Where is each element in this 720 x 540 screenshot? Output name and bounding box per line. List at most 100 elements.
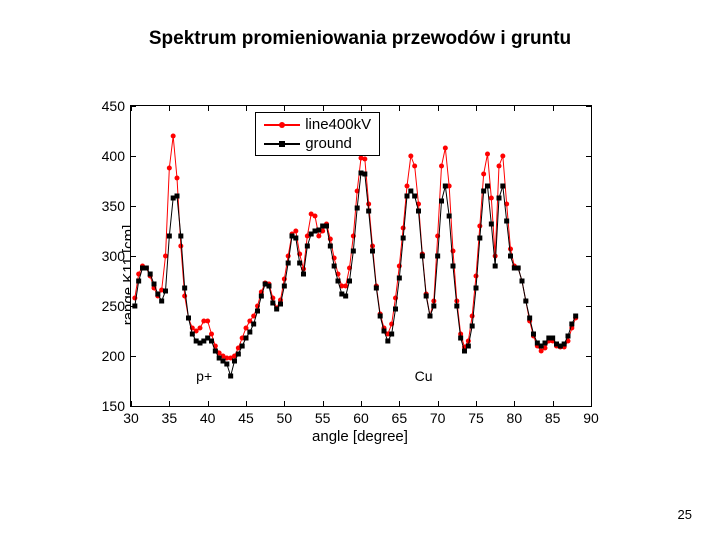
series-marker: [428, 314, 433, 319]
series-marker: [175, 176, 180, 181]
series-marker: [293, 229, 298, 234]
series-marker: [213, 349, 218, 354]
y-tick-label: 200: [102, 348, 125, 364]
series-marker: [132, 304, 137, 309]
series-marker: [477, 236, 482, 241]
x-tick-label: 60: [353, 410, 369, 426]
series-marker: [167, 234, 172, 239]
series-marker: [224, 362, 229, 367]
series-marker: [232, 359, 237, 364]
series-marker: [286, 254, 291, 259]
series-marker: [167, 166, 172, 171]
series-marker: [198, 326, 203, 331]
chart-annotation: Cu: [415, 368, 433, 384]
x-tick-label: 80: [507, 410, 523, 426]
y-tick-label: 250: [102, 298, 125, 314]
series-marker: [573, 314, 578, 319]
series-marker: [451, 264, 456, 269]
series-marker: [385, 339, 390, 344]
series-marker: [270, 301, 275, 306]
chart-annotation: p+: [196, 368, 212, 384]
series-marker: [489, 196, 494, 201]
series-marker: [393, 307, 398, 312]
y-tick-label: 450: [102, 98, 125, 114]
series-marker: [569, 322, 574, 327]
series-marker: [293, 236, 298, 241]
series-marker: [324, 224, 329, 229]
series-marker: [401, 226, 406, 231]
series-marker: [182, 286, 187, 291]
series-marker: [236, 352, 241, 357]
x-tick-label: 50: [277, 410, 293, 426]
series-marker: [424, 294, 429, 299]
series-marker: [531, 332, 536, 337]
series-marker: [520, 279, 525, 284]
series-marker: [255, 309, 260, 314]
series-marker: [405, 194, 410, 199]
series-marker: [420, 254, 425, 259]
y-tick-label: 300: [102, 248, 125, 264]
series-marker: [412, 194, 417, 199]
series-marker: [328, 244, 333, 249]
line-chart: range K11 [cm] angle [degree] 1502002503…: [70, 90, 630, 460]
series-marker: [259, 294, 264, 299]
slide-title: Spektrum promieniowania przewodów i grun…: [0, 28, 720, 50]
series-marker: [500, 184, 505, 189]
y-tick-label: 400: [102, 148, 125, 164]
series-marker: [278, 302, 283, 307]
series-marker: [228, 374, 233, 379]
series-line-ground: [135, 173, 576, 376]
series-marker: [500, 154, 505, 159]
series-marker: [301, 272, 306, 277]
series-marker: [316, 234, 321, 239]
series-marker: [481, 172, 486, 177]
series-marker: [566, 334, 571, 339]
series-marker: [412, 164, 417, 169]
series-marker: [171, 134, 176, 139]
series-marker: [355, 206, 360, 211]
series-marker: [274, 307, 279, 312]
series-marker: [447, 214, 452, 219]
x-tick-label: 40: [200, 410, 216, 426]
series-marker: [155, 292, 160, 297]
series-marker: [148, 272, 153, 277]
series-marker: [240, 344, 245, 349]
series-marker: [458, 336, 463, 341]
series-marker: [282, 284, 287, 289]
series-marker: [470, 314, 475, 319]
series-marker: [378, 314, 383, 319]
legend-item: ground: [264, 135, 371, 152]
series-marker: [152, 282, 157, 287]
series-marker: [543, 341, 548, 346]
series-marker: [550, 336, 555, 341]
series-marker: [247, 330, 252, 335]
series-marker: [443, 184, 448, 189]
series-marker: [416, 209, 421, 214]
series-marker: [336, 279, 341, 284]
x-tick-label: 85: [545, 410, 561, 426]
series-marker: [267, 284, 272, 289]
y-tick-label: 150: [102, 398, 125, 414]
series-marker: [175, 194, 180, 199]
series-marker: [466, 344, 471, 349]
series-marker: [244, 336, 249, 341]
series-marker: [251, 322, 256, 327]
series-marker: [485, 152, 490, 157]
series-marker: [497, 196, 502, 201]
legend-label: ground: [305, 135, 352, 152]
series-marker: [405, 184, 410, 189]
series-marker: [431, 304, 436, 309]
series-marker: [493, 264, 498, 269]
series-marker: [508, 254, 513, 259]
series-marker: [508, 247, 513, 252]
x-tick-label: 45: [238, 410, 254, 426]
series-marker: [305, 244, 310, 249]
x-tick-label: 75: [468, 410, 484, 426]
series-marker: [527, 316, 532, 321]
series-marker: [144, 266, 149, 271]
series-marker: [163, 289, 168, 294]
series-marker: [474, 274, 479, 279]
series-marker: [362, 157, 367, 162]
series-marker: [382, 329, 387, 334]
series-marker: [397, 276, 402, 281]
